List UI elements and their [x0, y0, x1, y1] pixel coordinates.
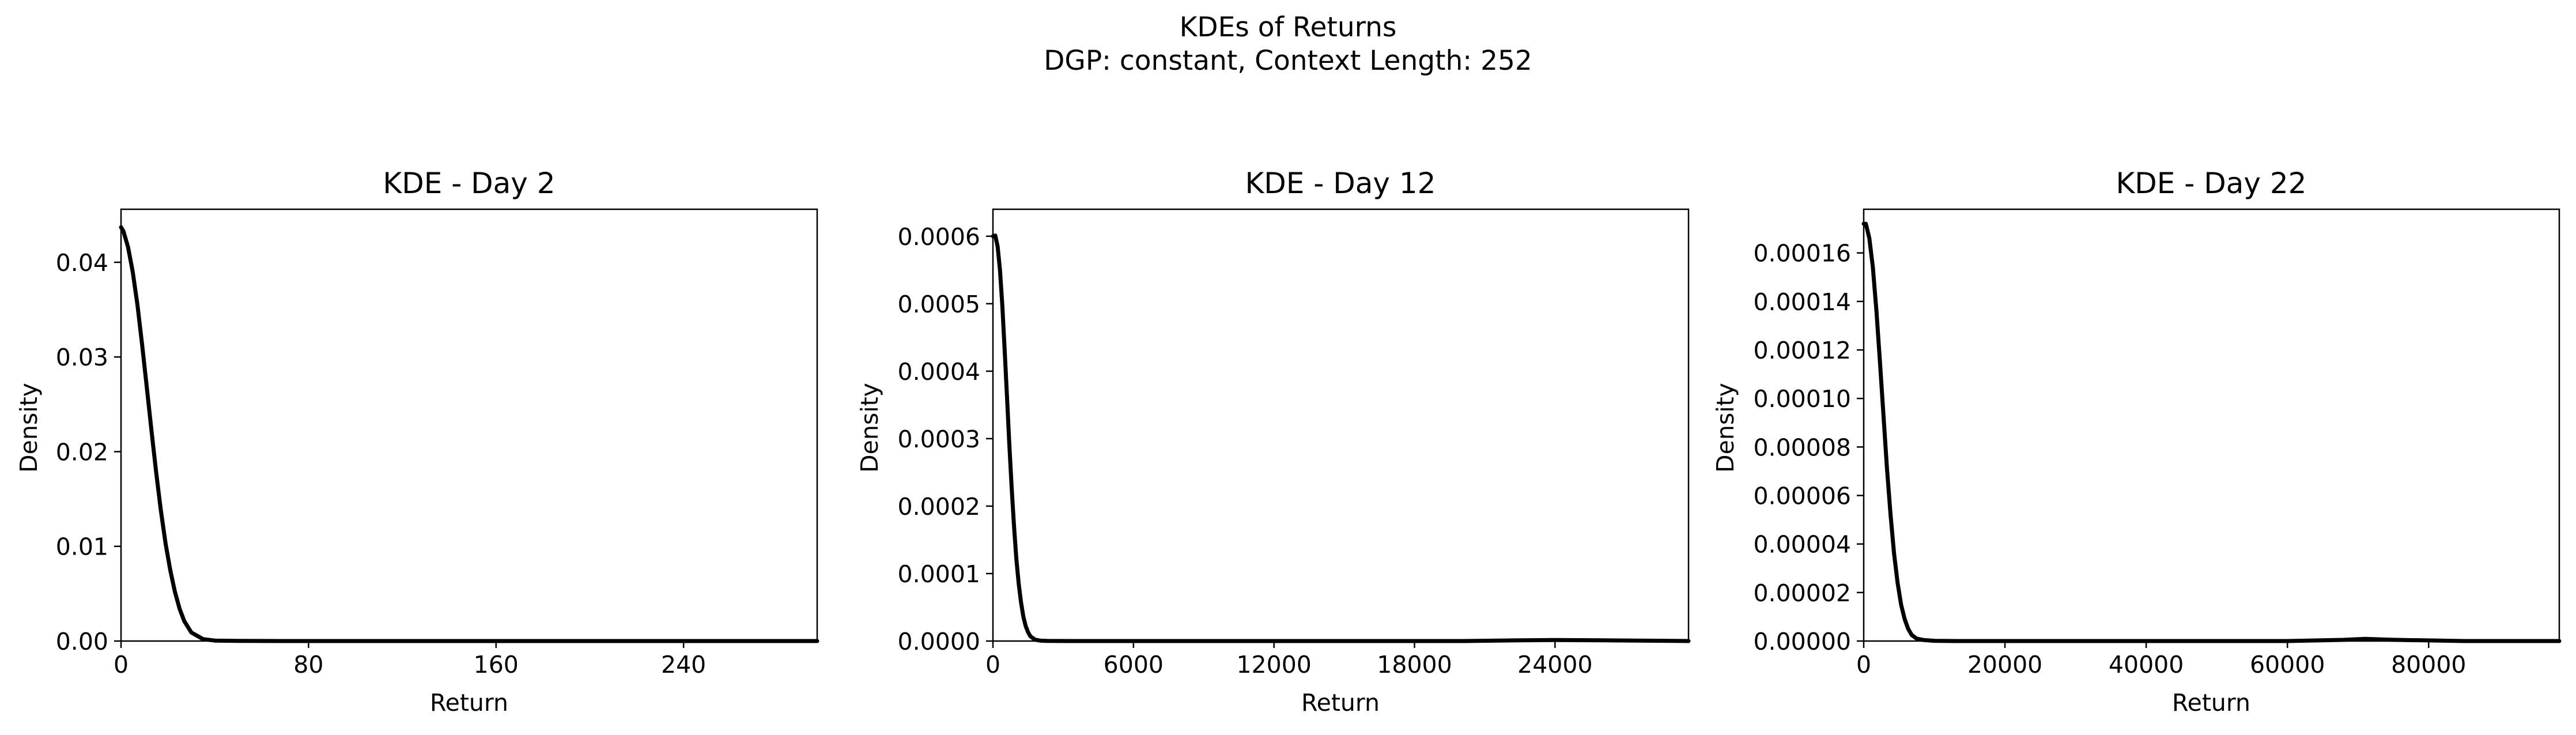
x-tick-label: 160	[474, 651, 519, 679]
axes-title: KDE - Day 12	[1245, 167, 1436, 200]
y-tick-label: 0.00016	[1753, 240, 1851, 267]
x-tick-label: 80	[293, 651, 323, 679]
y-tick-label: 0.0005	[898, 291, 980, 318]
y-tick-label: 0.0004	[898, 358, 980, 386]
y-tick-label: 0.00012	[1753, 337, 1851, 364]
x-tick-label: 24000	[1517, 651, 1592, 679]
x-tick-label: 60000	[2250, 651, 2325, 679]
kde-curve	[1861, 221, 2562, 643]
y-tick-label: 0.00002	[1753, 579, 1851, 607]
y-tick-label: 0.0002	[898, 493, 980, 521]
y-tick-label: 0.0006	[898, 223, 980, 251]
y-tick-label: 0.00006	[1753, 483, 1851, 510]
y-axis-label: Density	[15, 383, 43, 473]
x-tick-label: 12000	[1236, 651, 1311, 679]
x-axis-label: Return	[1301, 689, 1380, 717]
y-tick-label: 0.00008	[1753, 434, 1851, 461]
kde-panel-day-12: KDE - Day 12 Return Density 0 6000 12000 18…	[856, 167, 1691, 717]
y-tick-label: 0.00004	[1753, 531, 1851, 559]
y-tick-label: 0.04	[56, 249, 108, 277]
y-tick-label: 0.00010	[1753, 385, 1851, 413]
kde-panel-day-22: KDE - Day 22 Return Density 0 20000 40000 6…	[1712, 167, 2562, 717]
axes-title: KDE - Day 22	[2116, 167, 2307, 200]
x-tick-label: 20000	[1967, 651, 2042, 679]
x-tick-label: 0	[1856, 651, 1871, 679]
kde-panel-day-2: KDE - Day 2 Return Density 0 80 160 240 0.00…	[15, 167, 819, 717]
x-tick-label: 80000	[2391, 651, 2466, 679]
y-tick-label: 0.00014	[1753, 288, 1851, 316]
figure-title-line1: KDEs of Returns	[1180, 12, 1397, 43]
x-tick-label: 40000	[2109, 651, 2184, 679]
y-axis-label: Density	[1712, 383, 1739, 473]
y-tick-label: 0.0003	[898, 425, 980, 453]
axes-frame	[1863, 208, 2560, 642]
y-tick-label: 0.00	[56, 628, 108, 655]
x-tick-label: 18000	[1377, 651, 1452, 679]
y-tick-label: 0.00000	[1753, 628, 1851, 655]
y-tick-label: 0.0000	[898, 628, 980, 655]
y-tick-label: 0.02	[56, 438, 108, 466]
x-tick-label: 240	[661, 651, 706, 679]
y-tick-label: 0.03	[56, 344, 108, 371]
axes-frame	[120, 208, 818, 642]
x-axis-label: Return	[430, 689, 508, 717]
figure-title-line2: DGP: constant, Context Length: 252	[1044, 45, 1532, 77]
x-tick-label: 0	[985, 651, 1000, 679]
x-tick-label: 6000	[1104, 651, 1164, 679]
y-axis-label: Density	[856, 383, 883, 473]
y-tick-label: 0.0001	[898, 560, 980, 588]
axes-frame	[992, 208, 1690, 642]
y-tick-label: 0.01	[56, 533, 108, 561]
axes-title: KDE - Day 2	[383, 167, 555, 200]
x-axis-label: Return	[2172, 689, 2250, 717]
x-tick-label: 0	[114, 651, 129, 679]
